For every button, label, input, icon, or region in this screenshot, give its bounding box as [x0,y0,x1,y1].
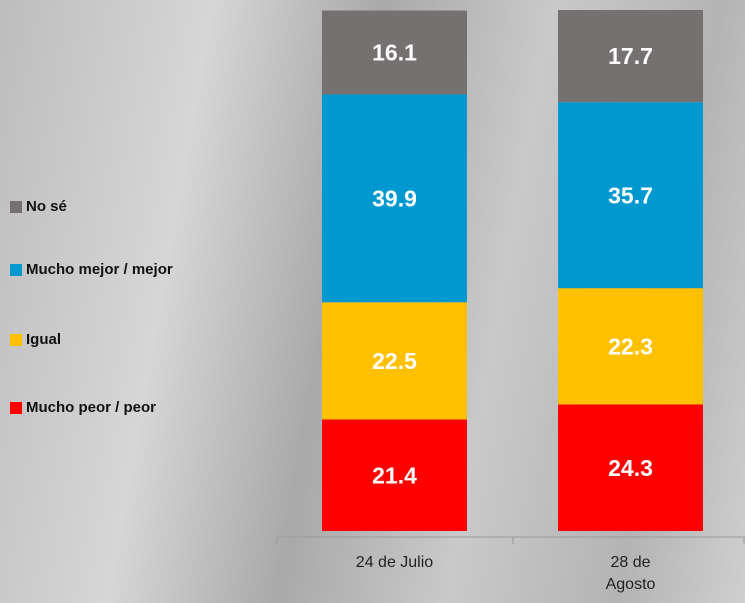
chart: 21.4 22.5 39.9 16.1 24.3 22.3 35.7 17.7 24 de J… [0,0,745,603]
x-tick-label: 24 de Julio [355,552,435,574]
legend-item: Igual [10,331,61,348]
x-tick-label: 28 de Agosto [591,552,671,596]
legend-swatch [10,334,22,346]
value-label: 24.3 [608,455,653,481]
legend-item: Mucho peor / peor [10,399,156,416]
legend-item: No sé [10,198,67,215]
legend-swatch [10,201,22,213]
value-label: 17.7 [608,43,653,69]
legend-item: Mucho mejor / mejor [10,261,173,278]
value-label: 16.1 [372,40,417,66]
value-label: 21.4 [372,462,417,488]
value-label: 39.9 [372,185,417,211]
legend-label: Mucho mejor / mejor [26,261,173,278]
legend-label: Mucho peor / peor [26,399,156,416]
value-label: 22.3 [608,333,653,359]
legend-label: Igual [26,331,61,348]
legend-label: No sé [26,198,67,215]
value-label: 22.5 [372,348,417,374]
value-label: 35.7 [608,182,653,208]
legend-swatch [10,402,22,414]
legend-swatch [10,264,22,276]
plot-area: 21.4 22.5 39.9 16.1 24.3 22.3 35.7 17.7 [0,0,745,603]
